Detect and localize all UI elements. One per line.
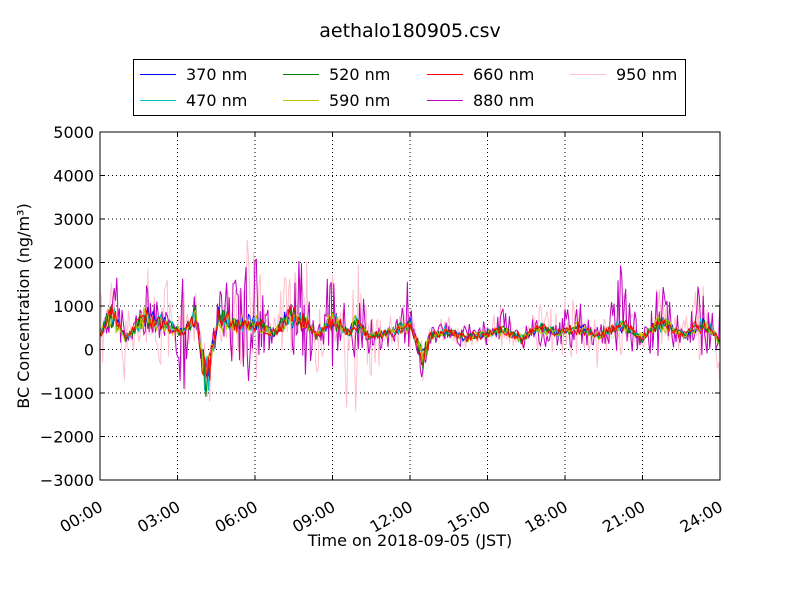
- legend-swatch: [283, 99, 319, 101]
- x-tick-label: 06:00: [212, 497, 261, 537]
- y-tick-label: 0: [84, 341, 94, 360]
- y-tick-label: 1000: [53, 297, 94, 316]
- y-tick-label: 2000: [53, 254, 94, 273]
- legend-item: 370 nm: [140, 64, 247, 84]
- legend-swatch: [570, 73, 606, 75]
- legend-swatch: [140, 99, 176, 101]
- legend-label: 590 nm: [329, 90, 391, 110]
- legend-label: 520 nm: [329, 64, 391, 84]
- legend-label: 950 nm: [616, 64, 678, 84]
- x-axis-label: Time on 2018-09-05 (JST): [307, 531, 512, 550]
- y-tick-label: 4000: [53, 167, 94, 186]
- y-tick-label: −2000: [40, 428, 94, 447]
- y-tick-label: −1000: [40, 384, 94, 403]
- legend-item: 470 nm: [140, 90, 247, 110]
- legend-item: 880 nm: [427, 90, 534, 110]
- x-tick-label: 00:00: [57, 497, 106, 537]
- axis-ticks: −3000 −2000 −1000 0 1000 2000 3000 4000 5000 00:0…: [40, 123, 726, 537]
- legend-item: 520 nm: [283, 64, 390, 84]
- legend-swatch: [140, 73, 176, 75]
- series-line-660-nm: [99, 304, 721, 381]
- legend-label: 660 nm: [473, 64, 535, 84]
- legend-label: 880 nm: [473, 90, 535, 110]
- legend-item: 590 nm: [283, 90, 390, 110]
- legend-swatch: [283, 73, 319, 75]
- x-tick-label: 18:00: [522, 497, 571, 537]
- legend-swatch: [427, 73, 463, 75]
- x-tick-label: 03:00: [134, 497, 183, 537]
- legend-label: 470 nm: [186, 90, 248, 110]
- legend-item: 950 nm: [570, 64, 677, 84]
- grid-lines: [100, 132, 720, 480]
- x-tick-label: 21:00: [599, 497, 648, 537]
- legend-label: 370 nm: [186, 64, 248, 84]
- y-tick-label: 3000: [53, 210, 94, 229]
- legend-swatch: [427, 99, 463, 101]
- x-tick-label: 24:00: [677, 497, 726, 537]
- legend: 370 nm 470 nm 520 nm 590 nm 660 nm 880 nm 950 …: [133, 59, 686, 116]
- legend-item: 660 nm: [427, 64, 534, 84]
- chart-title: aethalo180905.csv: [319, 20, 501, 42]
- series-lines: [99, 239, 721, 412]
- series-line-520-nm: [99, 304, 721, 397]
- y-axis-label: BC Concentration (ng/m³): [14, 203, 33, 408]
- y-tick-label: 5000: [53, 123, 94, 142]
- y-tick-label: −3000: [40, 471, 94, 490]
